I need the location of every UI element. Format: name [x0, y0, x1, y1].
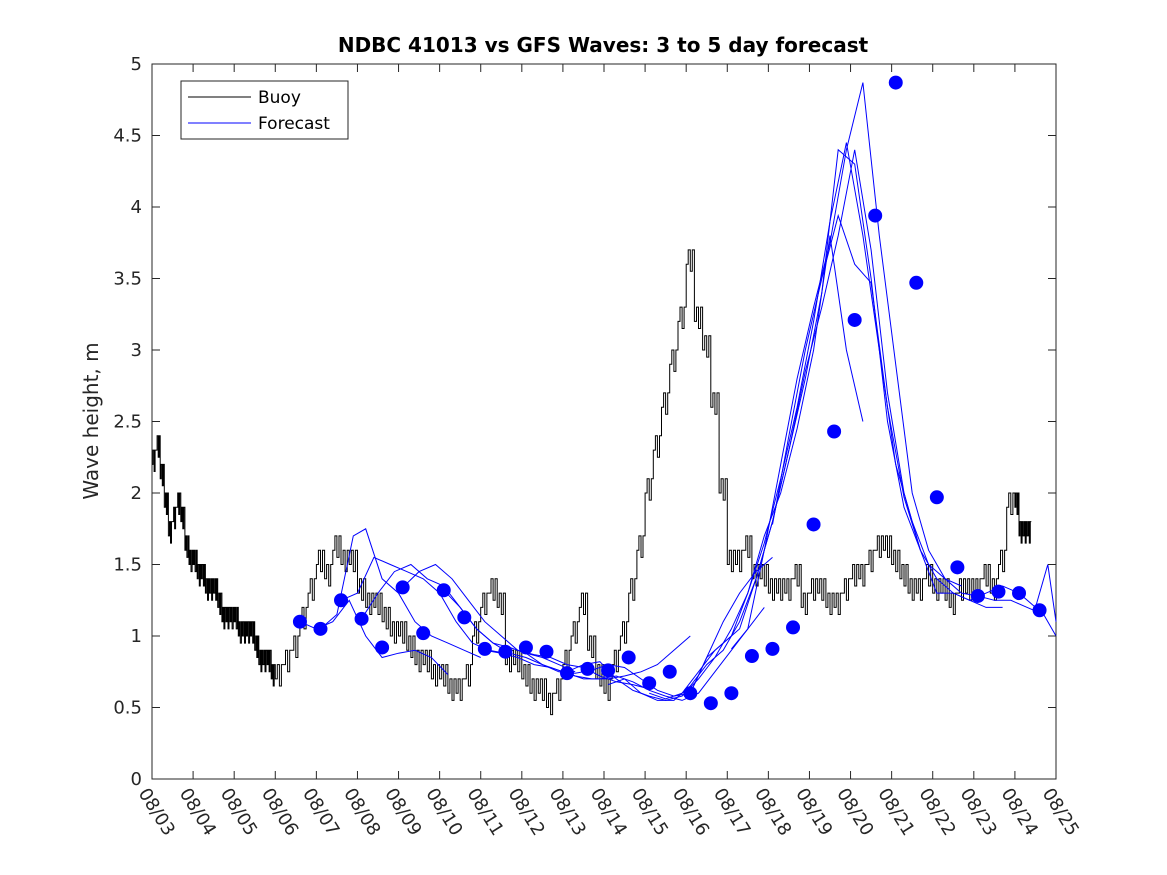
- forecast-marker: [477, 641, 492, 656]
- legend: Buoy Forecast: [180, 80, 349, 140]
- forecast-marker: [621, 650, 636, 665]
- forecast-marker: [375, 640, 390, 655]
- forecast-marker: [683, 686, 698, 701]
- forecast-marker: [868, 208, 883, 223]
- forecast-marker: [744, 649, 759, 664]
- forecast-marker: [539, 644, 554, 659]
- y-axis-label: Wave height, m: [79, 342, 103, 499]
- forecast-marker: [806, 517, 821, 532]
- forecast-marker: [991, 584, 1006, 599]
- forecast-marker: [334, 593, 349, 608]
- plot-area: [151, 63, 1057, 780]
- forecast-marker: [354, 611, 369, 626]
- forecast-marker: [724, 686, 739, 701]
- forecast-marker: [601, 663, 616, 678]
- forecast-marker: [909, 275, 924, 290]
- forecast-series-line: [340, 556, 506, 654]
- forecast-marker: [929, 490, 944, 505]
- forecast-marker: [457, 610, 472, 625]
- y-tick-label: 4: [131, 197, 142, 218]
- forecast-marker: [950, 560, 965, 575]
- forecast-marker: [292, 614, 307, 629]
- forecast-marker: [560, 666, 575, 681]
- forecast-marker: [313, 621, 328, 636]
- forecast-marker: [580, 661, 595, 676]
- y-tick-label: 2: [131, 483, 142, 504]
- forecast-marker: [662, 664, 677, 679]
- forecast-marker: [786, 620, 801, 635]
- forecast-marker: [395, 580, 410, 595]
- legend-forecast-label: Forecast: [258, 114, 330, 134]
- buoy-series-line: [152, 249, 1032, 716]
- forecast-series-line: [320, 528, 481, 658]
- forecast-marker: [765, 641, 780, 656]
- forecast-marker: [888, 75, 903, 90]
- forecast-marker: [970, 588, 985, 603]
- forecast-marker: [1032, 603, 1047, 618]
- forecast-marker: [847, 312, 862, 327]
- y-tick-label: 2.5: [113, 412, 142, 433]
- marker-layer: [292, 75, 1047, 711]
- forecast-marker: [416, 626, 431, 641]
- forecast-marker: [518, 640, 533, 655]
- forecast-marker: [703, 696, 718, 711]
- forecast-series-line: [689, 149, 1003, 694]
- y-tick-label: 0: [131, 769, 142, 790]
- y-tick-label: 4.5: [113, 126, 142, 147]
- y-tick-label: 3.5: [113, 269, 142, 290]
- forecast-marker: [498, 644, 513, 659]
- y-tick-label: 0.5: [113, 698, 142, 719]
- legend-box: [180, 80, 349, 140]
- forecast-series-line: [731, 82, 1057, 650]
- y-tick-label: 1: [131, 626, 142, 647]
- y-tick-label: 5: [131, 54, 142, 75]
- y-axis: 0 0.5 1 1.5 2 2.5 3 3.5 4 4.5 5: [113, 54, 1056, 790]
- y-tick-label: 1.5: [113, 555, 142, 576]
- forecast-marker: [436, 583, 451, 598]
- axes-box: [151, 63, 1057, 780]
- chart-title: NDBC 41013 vs GFS Waves: 3 to 5 day fore…: [338, 33, 869, 57]
- forecast-marker: [642, 676, 657, 691]
- y-tick-label: 3: [131, 340, 142, 361]
- forecast-marker: [1012, 586, 1027, 601]
- legend-buoy-label: Buoy: [258, 88, 301, 108]
- forecast-marker: [827, 424, 842, 439]
